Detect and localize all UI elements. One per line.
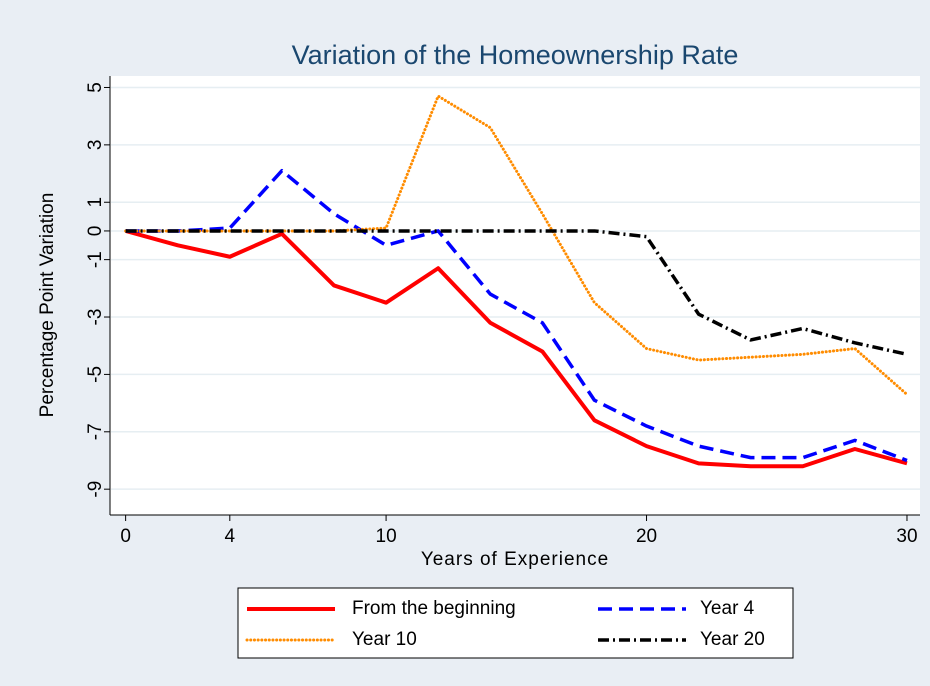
x-tick-label: 10 — [376, 526, 397, 547]
series-line — [125, 229, 908, 357]
x-tick-label: 0 — [120, 526, 131, 547]
legend-label: Year 20 — [700, 629, 765, 650]
y-tick-label: 5 — [85, 82, 106, 93]
y-tick-label: 3 — [85, 140, 106, 151]
x-tick-label: 30 — [896, 526, 917, 547]
y-tick-label: -5 — [85, 366, 106, 383]
y-tick-label: -3 — [85, 309, 106, 326]
legend-label: Year 4 — [700, 598, 755, 619]
legend-label: From the beginning — [352, 598, 516, 619]
x-axis-label: Years of Experience — [421, 549, 609, 570]
legend — [237, 587, 794, 659]
y-tick-label: 0 — [85, 226, 106, 237]
y-tick-label: -7 — [85, 423, 106, 440]
legend-label: Year 10 — [352, 629, 417, 650]
y-axis-label: Percentage Point Variation — [37, 193, 58, 418]
series-line — [125, 168, 908, 463]
x-tick-label: 4 — [225, 526, 236, 547]
y-tick-label: -9 — [85, 481, 106, 498]
plot-area — [110, 76, 920, 515]
x-tick-label: 20 — [636, 526, 657, 547]
y-tick-label: -1 — [85, 251, 106, 268]
chart-title: Variation of the Homeownership Rate — [292, 40, 739, 70]
y-tick-label: 1 — [85, 197, 106, 208]
series-line — [125, 229, 908, 469]
